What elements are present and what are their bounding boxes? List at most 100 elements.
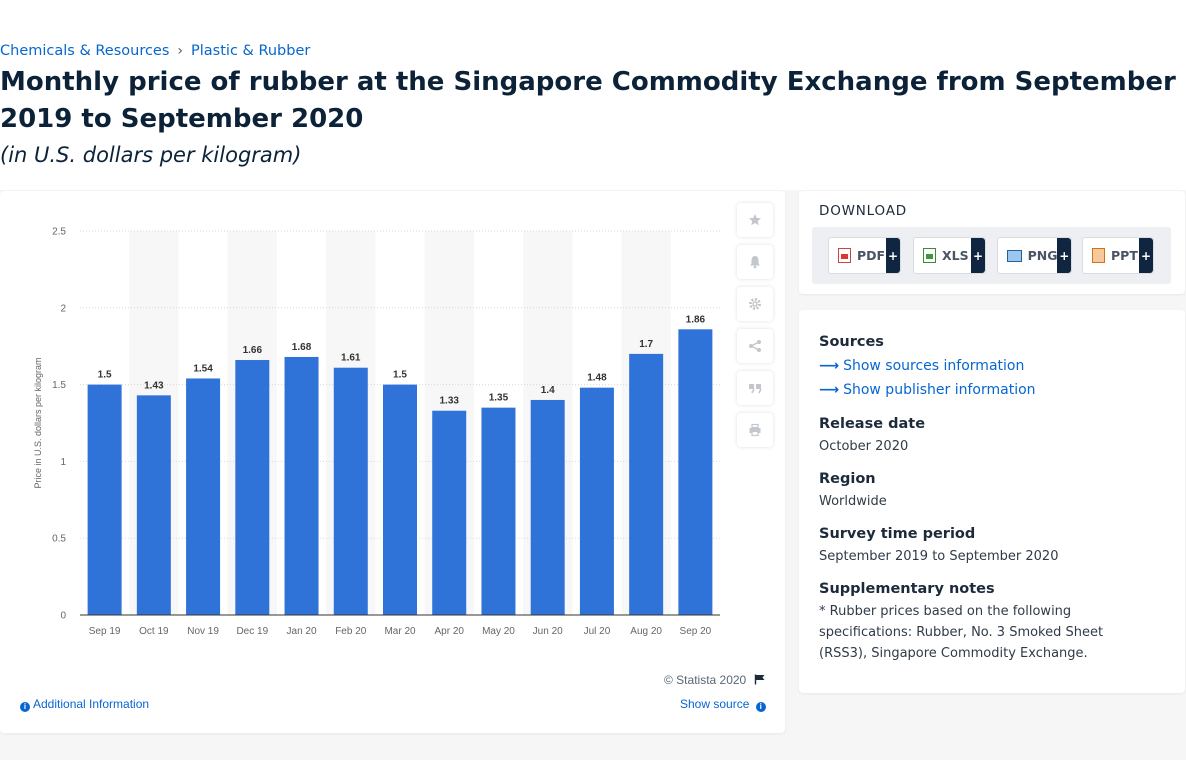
region-heading: Region — [819, 471, 876, 487]
download-bar: PDF + XLS + PNG + PPT + — [812, 227, 1171, 284]
value-label: 1.5 — [393, 370, 407, 381]
additional-information-link[interactable]: i Additional Information — [20, 697, 149, 712]
release-date-heading: Release date — [819, 416, 926, 432]
info-icon: i — [755, 702, 766, 712]
download-png-button[interactable]: PNG + — [997, 237, 1072, 274]
breadcrumb: Chemicals & Resources › Plastic & Rubber — [0, 43, 310, 59]
download-card: DOWNLOAD PDF + XLS + PNG + PPT + — [799, 191, 1185, 294]
value-label: 1.33 — [439, 396, 459, 407]
download-pdf-button[interactable]: PDF + — [828, 237, 901, 274]
bar-chart: 00.511.522.5 1.51.431.541.66 1.681.611.51… — [33, 227, 720, 637]
x-tick-label: Apr 20 — [434, 626, 464, 637]
ppt-file-icon — [1092, 248, 1105, 263]
download-ppt-button[interactable]: PPT + — [1082, 237, 1154, 274]
bar — [678, 329, 713, 615]
survey-period-value: September 2019 to September 2020 — [819, 549, 1059, 564]
plus-icon: + — [971, 238, 985, 273]
download-ppt-label: PPT — [1111, 248, 1138, 263]
bar — [186, 378, 221, 615]
arrow-right-icon: ⟶ — [819, 382, 840, 398]
gear-icon[interactable] — [737, 287, 773, 321]
breadcrumb-item-plastic[interactable]: Plastic & Rubber — [191, 43, 311, 59]
page-title: Monthly price of rubber at the Singapore… — [0, 67, 1176, 134]
bell-icon[interactable] — [737, 245, 773, 279]
bar — [87, 384, 122, 615]
download-pdf-label: PDF — [857, 248, 886, 263]
y-tick-label: 1 — [60, 457, 66, 468]
bar — [284, 356, 319, 615]
download-png-label: PNG — [1027, 248, 1058, 263]
value-label: 1.61 — [341, 353, 361, 364]
survey-period-heading: Survey time period — [819, 526, 976, 542]
bar — [383, 384, 417, 615]
breadcrumb-separator: › — [177, 43, 184, 59]
plus-icon: + — [886, 238, 900, 273]
value-label: 1.66 — [243, 345, 263, 356]
copyright-text: © Statista 2020 — [664, 673, 747, 687]
show-source-label: Show source — [680, 697, 750, 711]
value-label: 1.68 — [292, 342, 312, 353]
x-tick-label: Jan 20 — [287, 626, 317, 637]
header-band — [0, 0, 1186, 190]
bar — [333, 367, 368, 615]
x-tick-label: Nov 19 — [187, 626, 219, 637]
x-tick-label: Sep 19 — [89, 626, 121, 637]
plus-icon: + — [1057, 238, 1071, 273]
x-tick-label: Oct 19 — [139, 626, 169, 637]
plus-icon: + — [1139, 238, 1153, 273]
bar — [235, 360, 270, 615]
pdf-file-icon — [838, 248, 851, 263]
value-label: 1.54 — [193, 363, 213, 374]
breadcrumb-item-chemicals[interactable]: Chemicals & Resources — [0, 43, 170, 59]
bar — [432, 410, 467, 615]
x-tick-label: Sep 20 — [680, 626, 712, 637]
value-label: 1.4 — [541, 385, 555, 396]
value-label: 1.48 — [587, 373, 607, 384]
bar — [481, 407, 516, 615]
value-labels: 1.5 1.43 1.54 1.66 1.68 1.61 1.5 1.33 1.35 1.4 1.4… — [98, 314, 706, 406]
x-tick-label: Jul 20 — [584, 626, 611, 637]
y-tick-label: 0 — [60, 611, 66, 622]
value-label: 1.86 — [686, 314, 706, 325]
print-icon[interactable] — [737, 413, 773, 447]
info-icon: i — [20, 702, 30, 712]
png-file-icon — [1007, 249, 1022, 262]
download-xls-button[interactable]: XLS + — [913, 237, 986, 274]
value-label: 1.5 — [98, 370, 112, 381]
bars — [87, 329, 713, 615]
x-tick-label: May 20 — [482, 626, 515, 637]
y-axis-label: Price in U.S. dollars per kilogram — [33, 357, 43, 488]
bar — [579, 387, 614, 615]
value-label: 1.43 — [144, 380, 164, 391]
y-tick-labels: 0 0.5 1 1.5 2 2.5 — [52, 227, 66, 622]
download-heading: DOWNLOAD — [819, 203, 907, 219]
statistic-details-card: Sources ⟶ Show sources information ⟶ Show … — [799, 310, 1185, 693]
show-sources-link[interactable]: ⟶ Show sources information — [819, 358, 1024, 374]
additional-information-label: Additional Information — [33, 697, 150, 711]
show-sources-label: Show sources information — [843, 358, 1025, 374]
arrow-right-icon: ⟶ — [819, 358, 840, 374]
y-tick-label: 2 — [60, 303, 66, 314]
value-label: 1.7 — [639, 339, 653, 350]
copyright-notice: © Statista 2020 — [664, 673, 766, 687]
x-tick-label: Aug 20 — [630, 626, 662, 637]
region-value: Worldwide — [819, 494, 887, 509]
show-publisher-label: Show publisher information — [843, 382, 1036, 398]
quote-icon[interactable] — [737, 371, 773, 405]
bar — [136, 395, 171, 615]
x-tick-labels: Sep 19 Oct 19 Nov 19 Dec 19 Jan 20 Feb 20 Mar … — [89, 626, 712, 637]
show-source-link[interactable]: Show source i — [680, 697, 766, 712]
x-tick-label: Feb 20 — [335, 626, 367, 637]
download-xls-label: XLS — [942, 248, 969, 263]
flag-icon[interactable] — [754, 674, 766, 685]
star-icon[interactable] — [737, 203, 773, 237]
show-publisher-link[interactable]: ⟶ Show publisher information — [819, 382, 1036, 398]
bar — [530, 399, 565, 615]
y-tick-label: 2.5 — [52, 227, 66, 238]
value-label: 1.35 — [489, 393, 509, 404]
supplementary-notes-value: * Rubber prices based on the following s… — [819, 604, 1104, 661]
x-tick-label: Mar 20 — [384, 626, 416, 637]
share-icon[interactable] — [737, 329, 773, 363]
release-date-value: October 2020 — [819, 439, 909, 454]
sources-heading: Sources — [819, 334, 884, 350]
